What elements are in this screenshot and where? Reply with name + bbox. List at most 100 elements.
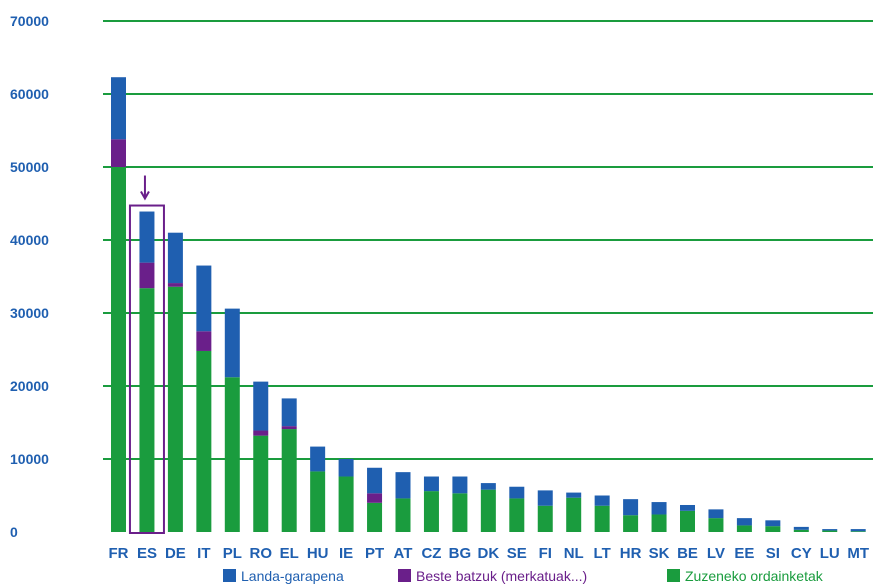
bars [111, 77, 866, 532]
bar-segment [850, 531, 866, 532]
y-axis-ticks: 0 10000 20000 30000 40000 50000 60000 70000 [10, 13, 49, 540]
bar-segment [822, 529, 838, 531]
bar-segment [480, 489, 496, 532]
bar-segment [367, 467, 383, 494]
x-tick-label: SI [766, 545, 780, 562]
x-tick-label: CZ [421, 545, 441, 562]
x-tick-label: BG [449, 545, 472, 562]
bar-segment [537, 490, 553, 506]
bar-segment [253, 381, 269, 431]
bar-segment [111, 139, 126, 167]
x-tick-label: MT [847, 545, 869, 562]
x-tick-label: PT [365, 545, 384, 562]
bar-segment [566, 492, 582, 498]
bar-segment [338, 459, 354, 477]
bar-segment [196, 265, 212, 332]
legend-label: Beste batzuk (merkatuak...) [416, 568, 587, 584]
bar-segment [395, 472, 411, 499]
bar-segment [395, 498, 411, 532]
x-tick-label: DE [165, 545, 186, 562]
bar-segment [253, 435, 269, 532]
highlight-arrow-head [140, 191, 150, 201]
y-tick-label: 10000 [10, 451, 49, 467]
legend: Landa-garapena Beste batzuk (merkatuak...… [223, 568, 824, 584]
bar-segment [224, 308, 240, 378]
bar-segment [196, 350, 212, 532]
x-tick-label: SK [649, 545, 670, 562]
bar-segment [139, 262, 155, 289]
bar-segment [708, 509, 724, 519]
bar-segment [623, 515, 639, 532]
bar-segment [281, 429, 297, 532]
x-tick-label: BE [677, 545, 698, 562]
x-tick-label: DK [478, 545, 500, 562]
bar-segment [310, 446, 326, 472]
x-tick-label: HR [620, 545, 642, 562]
bar-segment [367, 493, 383, 503]
bar-segment [736, 525, 752, 532]
y-tick-label: 20000 [10, 378, 49, 394]
bar-segment [651, 502, 667, 515]
bar-segment [822, 530, 838, 532]
x-tick-label: NL [564, 545, 584, 562]
bar-segment [338, 476, 354, 532]
bar-segment [850, 529, 866, 532]
bar-segment [736, 518, 752, 526]
bar-segment [509, 498, 525, 532]
highlight-box [128, 175, 165, 534]
bar-segment [793, 526, 809, 530]
y-tick-label: 70000 [10, 13, 49, 29]
bar-segment [224, 377, 240, 532]
bar-segment [281, 398, 297, 427]
x-tick-label: CY [791, 545, 812, 562]
y-tick-label: 60000 [10, 86, 49, 102]
bar-segment [196, 331, 212, 351]
x-tick-label: FI [539, 545, 552, 562]
x-tick-label: LT [594, 545, 611, 562]
legend-swatch [667, 569, 680, 582]
legend-label: Zuzeneko ordainketak [685, 568, 824, 584]
x-tick-label: FR [109, 545, 129, 562]
bar-segment [167, 283, 183, 287]
bar-segment [139, 288, 155, 532]
bar-segment [111, 167, 126, 532]
bar-segment [509, 486, 525, 499]
y-tick-label: 0 [10, 524, 18, 540]
bar-segment [680, 510, 695, 532]
y-tick-label: 30000 [10, 305, 49, 321]
x-tick-label: EE [734, 545, 754, 562]
bar-segment [367, 502, 383, 532]
y-tick-label: 50000 [10, 159, 49, 175]
x-tick-label: LU [820, 545, 840, 562]
bar-segment [139, 211, 155, 263]
bar-segment [594, 505, 610, 532]
y-tick-label: 40000 [10, 232, 49, 248]
bar-segment [310, 471, 326, 532]
x-tick-label: AT [394, 545, 413, 562]
x-tick-label: IT [197, 545, 210, 562]
bar-segment [765, 526, 781, 532]
x-tick-label: SE [507, 545, 527, 562]
bar-segment [281, 426, 297, 430]
x-tick-label: LV [707, 545, 725, 562]
bar-segment [765, 520, 781, 527]
bar-segment [253, 430, 269, 436]
bar-segment [594, 495, 610, 506]
bar-segment [708, 518, 724, 532]
bar-segment [111, 77, 126, 140]
bar-segment [623, 499, 639, 516]
bar-segment [480, 483, 496, 490]
bar-segment [537, 505, 553, 532]
x-tick-label: PL [223, 545, 242, 562]
highlight-rectangle [128, 204, 165, 534]
legend-swatch [398, 569, 411, 582]
bar-segment [167, 286, 183, 532]
bar-segment [423, 476, 439, 492]
bar-segment [452, 476, 468, 494]
bar-segment [680, 504, 695, 511]
bar-segment [167, 232, 183, 284]
x-axis-ticks: FR ES DE IT PL RO EL HU IE PT AT CZ BG DK SE FI NL LT HR SK… [109, 545, 870, 562]
gridlines [103, 20, 873, 460]
legend-label: Landa-garapena [241, 568, 344, 584]
